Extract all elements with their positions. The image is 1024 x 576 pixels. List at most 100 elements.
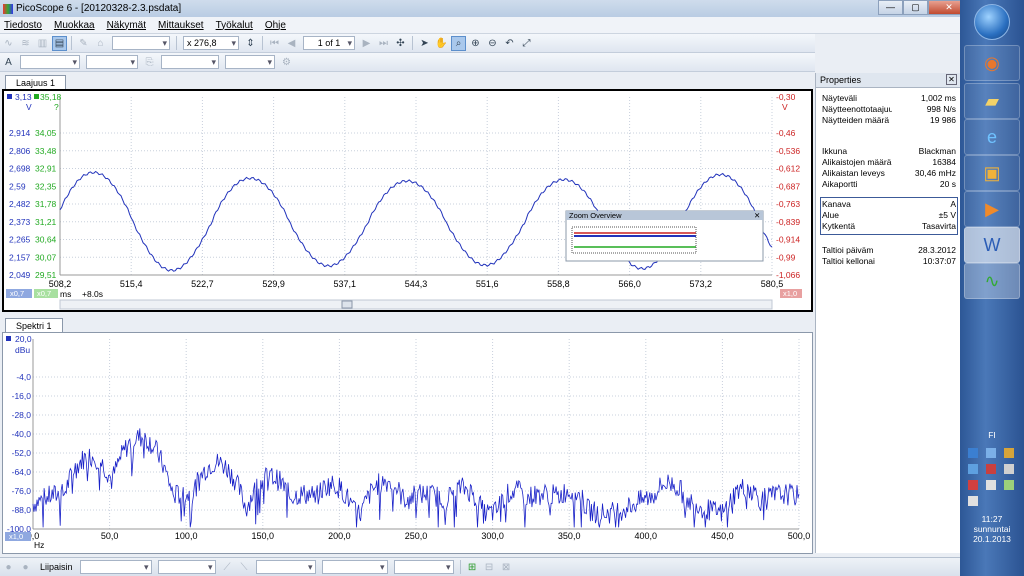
falling-edge-icon[interactable]: ⟍: [240, 561, 248, 573]
tab-scope[interactable]: Laajuus 1: [5, 75, 67, 90]
spectrum-mode-icon[interactable]: ▥: [37, 37, 48, 49]
menu-file[interactable]: Tiedosto: [4, 19, 42, 31]
buffer-page-field[interactable]: 1 of 1: [303, 36, 355, 50]
clock-time[interactable]: 11:27: [981, 514, 1003, 524]
sync-icon[interactable]: [968, 464, 978, 474]
delete-measurement-icon[interactable]: ⊠: [501, 561, 511, 573]
properties-title: Properties: [820, 75, 862, 85]
channel-a-top-value: 3,13: [15, 92, 32, 102]
run-icon[interactable]: ●: [5, 561, 12, 573]
zoom-tool-icon[interactable]: ⌕: [451, 35, 466, 51]
green-unit-label: ?: [54, 102, 59, 112]
next-buffer-icon[interactable]: ▶: [362, 37, 371, 49]
network-icon[interactable]: [968, 448, 978, 458]
firefox-icon[interactable]: ◉: [964, 45, 1020, 81]
home-icon[interactable]: ⌂: [97, 37, 104, 49]
probe-icon[interactable]: ✎: [79, 37, 88, 49]
channel-options-icon[interactable]: ⚙: [282, 56, 291, 68]
channel-a-marker: [7, 94, 12, 99]
volume-icon[interactable]: [968, 496, 978, 506]
word-icon[interactable]: W: [964, 227, 1020, 263]
trigger-select[interactable]: [79, 560, 152, 574]
tab-spectrum[interactable]: Spektri 1: [5, 318, 63, 333]
add-measurement-icon[interactable]: ⊞: [467, 561, 477, 573]
spectrum-view-icon[interactable]: ▤: [52, 35, 67, 51]
zoom-stepper-icon[interactable]: ⇕: [246, 37, 255, 49]
x-zoom-green-text: x0,7: [37, 289, 51, 298]
x-unit-label: Hz: [34, 540, 44, 550]
trigger-source-select[interactable]: [157, 560, 216, 574]
close-properties-icon[interactable]: ✕: [946, 74, 957, 85]
properties-header: Properties ✕: [816, 73, 960, 88]
maximize-button[interactable]: ▢: [903, 0, 928, 15]
window-title: PicoScope 6 - [20120328-2.3.psdata]: [16, 3, 182, 14]
y-tick-label-c: -1,066: [776, 270, 800, 280]
y-tick-label-c: -0,46: [776, 128, 796, 138]
zoom-in-icon[interactable]: ⊕: [471, 37, 480, 49]
last-buffer-icon[interactable]: ⏭: [379, 37, 388, 49]
bluetooth-icon[interactable]: [986, 448, 996, 458]
timebase-select[interactable]: [112, 36, 170, 50]
prop-row: Alue ±5 V: [822, 210, 956, 220]
channel-a-coupling-select[interactable]: [86, 55, 138, 69]
menu-measurements[interactable]: Mittaukset: [158, 19, 204, 31]
y-tick-label: -4,0: [16, 372, 31, 382]
y-tick-label-a: 2,914: [9, 128, 31, 138]
update-icon[interactable]: [1004, 464, 1014, 474]
media-player-icon[interactable]: ▶: [964, 191, 1020, 227]
scope-view[interactable]: 508,2 515,4 522,7 529,9 537,1 544,3 551,6 558,8…: [2, 89, 813, 312]
menu-tools[interactable]: Työkalut: [215, 19, 253, 31]
channel-a-icon[interactable]: A: [5, 56, 12, 68]
spectrum-chart[interactable]: 0,0 50,0 100,0 150,0 200,0 250,0 300,0 350,0 400…: [3, 333, 812, 553]
spectrum-tab-label: Spektri 1: [16, 321, 52, 331]
internet-explorer-icon[interactable]: e: [964, 119, 1020, 155]
menu-help[interactable]: Ohje: [264, 19, 286, 31]
security-icon[interactable]: [1004, 448, 1014, 458]
y-tick-label-c: -0,536: [776, 146, 800, 156]
rising-edge-icon[interactable]: ⟋: [223, 561, 231, 573]
spectrum-view[interactable]: 0,0 50,0 100,0 150,0 200,0 250,0 300,0 350,0 400…: [2, 332, 813, 554]
zoom-out-icon[interactable]: ⊖: [488, 37, 497, 49]
battery-icon[interactable]: [1004, 480, 1014, 490]
y-tick-label-a: 2,157: [9, 252, 31, 262]
zoom-field[interactable]: x 276,8: [183, 36, 239, 50]
y-tick-label-c: -0,612: [776, 164, 800, 174]
hand-tool-icon[interactable]: ✋: [435, 37, 448, 49]
explorer-icon[interactable]: ▰: [964, 83, 1020, 119]
notes-app-icon[interactable]: ▣: [964, 155, 1020, 191]
trigger-level-field[interactable]: [255, 560, 316, 574]
trigger-position-field[interactable]: [321, 560, 388, 574]
flag-icon[interactable]: [968, 480, 978, 490]
edit-measurement-icon[interactable]: ⊟: [484, 561, 494, 573]
undo-zoom-icon[interactable]: ↶: [505, 37, 514, 49]
picoscope-taskbar-icon[interactable]: ∿: [964, 263, 1020, 299]
channel-b-range-select[interactable]: [161, 55, 219, 69]
signal-icon[interactable]: [986, 480, 996, 490]
y-tick-label-b: 32,91: [35, 164, 57, 174]
channel-b-coupling-select[interactable]: [225, 55, 275, 69]
menu-edit[interactable]: Muokkaa: [53, 19, 95, 31]
y-tick-label-c: -0,763: [776, 199, 800, 209]
y-tick-label-a: 2,482: [9, 199, 31, 209]
start-button[interactable]: [974, 4, 1010, 40]
pretrigger-field[interactable]: [393, 560, 454, 574]
zoom-to-fit-icon[interactable]: ⤢: [522, 37, 531, 49]
status-bar: ● ● Liipaisin ⟋ ⟍ ⊞ ⊟ ⊠: [0, 557, 960, 576]
trigger-label: Liipaisin: [40, 562, 73, 572]
menu-views[interactable]: Näkymät: [106, 19, 147, 31]
channel-a-range-select[interactable]: [20, 55, 80, 69]
first-buffer-icon[interactable]: ⏮: [270, 37, 279, 49]
stop-icon[interactable]: ●: [22, 561, 29, 573]
scope-chart[interactable]: 508,2 515,4 522,7 529,9 537,1 544,3 551,6 558,8…: [4, 91, 811, 310]
alert-icon[interactable]: [986, 464, 996, 474]
scope-mode-icon[interactable]: ∿: [4, 37, 13, 49]
persistence-mode-icon[interactable]: ≋: [21, 37, 30, 49]
language-indicator[interactable]: FI: [988, 430, 996, 440]
channel-b-icon[interactable]: ⎘: [145, 56, 154, 68]
compass-icon[interactable]: ✣: [396, 37, 405, 49]
y-tick-label: -88,0: [12, 505, 32, 515]
minimize-button[interactable]: —: [878, 0, 903, 15]
taskbar: ◉ ▰ e ▣ ▶ W ∿ FI 11:27 sunnuntai 20.1.20…: [960, 0, 1024, 576]
prev-buffer-icon[interactable]: ◀: [287, 37, 296, 49]
pointer-tool-icon[interactable]: ➤: [420, 37, 429, 49]
